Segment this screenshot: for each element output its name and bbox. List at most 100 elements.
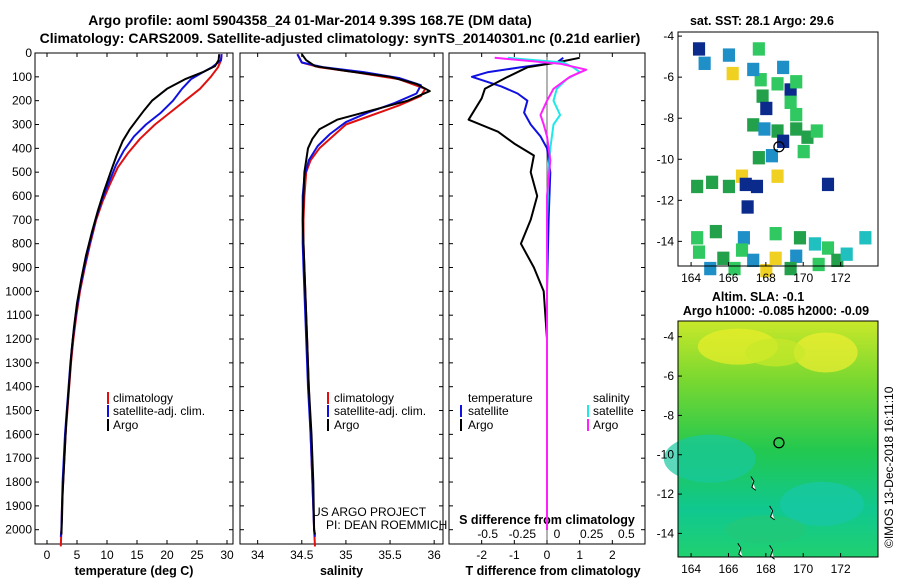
sst-cell xyxy=(821,177,835,192)
sst-cell xyxy=(750,179,764,194)
x-tick-label: 30 xyxy=(220,548,234,562)
sst-cell xyxy=(808,237,821,251)
sst-cell xyxy=(752,42,765,56)
x-top-tick-label: -0.25 xyxy=(509,527,537,541)
y-tick-label: 700 xyxy=(12,213,32,227)
sst-cell xyxy=(790,249,803,263)
y-tick-label: -6 xyxy=(663,70,674,84)
legend-label-satellite: satellite-adj. clim. xyxy=(113,404,205,418)
sst-cell xyxy=(747,253,760,268)
sst-map-title: sat. SST: 28.1 Argo: 29.6 xyxy=(690,14,834,28)
sst-cell xyxy=(771,169,784,183)
sst-cell xyxy=(812,257,825,272)
sst-cell xyxy=(735,243,749,257)
sst-cell xyxy=(769,251,782,265)
series-t-argo xyxy=(467,56,580,530)
sst-cell xyxy=(722,48,736,62)
panel-frame xyxy=(34,52,234,545)
sla-blob xyxy=(663,434,756,483)
sst-cell xyxy=(840,247,853,261)
salinity-panel: 34 34.5 35 35.5 36 salinity xyxy=(239,52,444,578)
series-satellite-adj-clim- xyxy=(296,53,422,537)
sst-cell xyxy=(801,130,814,144)
x-tick-label: 0 xyxy=(544,548,551,562)
y-tick-label: 200 xyxy=(12,94,32,108)
x-tick-label: 172 xyxy=(831,271,851,285)
sst-cell xyxy=(692,245,706,259)
sst-cell xyxy=(784,261,797,276)
float-position-marker xyxy=(773,437,785,449)
x-tick-label: 170 xyxy=(793,271,813,285)
legend-label-climatology: climatology xyxy=(113,391,173,405)
map-frame xyxy=(677,31,879,267)
y-tick-label: -4 xyxy=(663,29,674,43)
island xyxy=(769,505,775,521)
y-tick-label: 1400 xyxy=(5,380,32,394)
legend-label-t-satellite: satellite xyxy=(468,404,509,418)
sst-cell xyxy=(765,149,778,163)
series-argo xyxy=(60,54,221,535)
sla-map: 164 166 168 170 172 -4 -6 -8 -10 -12 -14 xyxy=(657,320,879,576)
x-tick-label: 20 xyxy=(160,548,174,562)
sst-cell xyxy=(752,151,765,165)
y-tick-label: 1300 xyxy=(5,356,32,370)
x-tick-label: 168 xyxy=(756,562,776,576)
y-tick-label: 1100 xyxy=(6,308,32,322)
sst-cell xyxy=(722,179,736,194)
x-tick-label: 25 xyxy=(190,548,204,562)
sst-cell xyxy=(777,134,790,148)
y-tick-label: -8 xyxy=(663,111,674,125)
x-top-tick-label: 0 xyxy=(554,527,561,541)
y-tick-label: -12 xyxy=(657,487,675,501)
sst-cell xyxy=(784,95,797,109)
x-tick-label: 36 xyxy=(427,548,441,562)
x-axis-label: T difference from climatology xyxy=(465,564,640,578)
y-tick-label: -10 xyxy=(657,152,675,166)
legend-label-satellite: satellite-adj. clim. xyxy=(334,404,426,418)
sst-cell xyxy=(704,261,717,276)
sst-cell xyxy=(691,179,704,194)
x-tick-label: 166 xyxy=(718,562,738,576)
sst-cell xyxy=(859,231,872,245)
y-tick-label: 1000 xyxy=(5,284,32,298)
sst-cell xyxy=(706,175,719,190)
x-tick-label: 166 xyxy=(718,271,738,285)
legend-label-s-satellite: satellite xyxy=(593,404,634,418)
y-tick-label: -12 xyxy=(657,193,675,207)
sst-cell xyxy=(771,77,784,91)
y-tick-label: -8 xyxy=(663,408,674,422)
y-tick-label: 1700 xyxy=(5,451,32,465)
y-tick-label: 900 xyxy=(12,261,32,275)
y-tick-label: -6 xyxy=(663,369,674,383)
sst-cell xyxy=(769,227,782,241)
sst-cell xyxy=(754,73,767,87)
sst-cell xyxy=(691,231,704,245)
sla-blob xyxy=(779,481,864,526)
x-axis-label: salinity xyxy=(320,564,363,578)
sla-map-title: Altim. SLA: -0.1 xyxy=(712,290,804,304)
x-top-tick-label: 0.25 xyxy=(580,527,604,541)
profile-panels: 0100200300400500600700800900100011001200… xyxy=(5,46,646,578)
x-top-tick-label: -0.5 xyxy=(477,527,498,541)
series-satellite-adj-clim- xyxy=(59,54,223,537)
y-tick-label: 1600 xyxy=(5,427,32,441)
x-top-tick-label: 0.5 xyxy=(618,527,635,541)
sst-map: 164 166 168 170 172 -4 -6 -8 -10 -12 -14 xyxy=(657,29,879,285)
sst-cell xyxy=(793,231,807,245)
x-tick-label: 1 xyxy=(576,548,583,562)
y-tick-label: 2000 xyxy=(5,523,32,537)
sst-cell xyxy=(741,200,754,214)
legend-title-temperature: temperature xyxy=(468,391,533,405)
x-tick-label: 35.5 xyxy=(378,548,402,562)
x-tick-label: 34 xyxy=(251,548,265,562)
y-tick-label: 1900 xyxy=(5,499,32,513)
y-tick-label: -10 xyxy=(657,448,675,462)
map-frame xyxy=(677,320,879,558)
x-tick-label: 5 xyxy=(74,548,81,562)
sst-cell xyxy=(760,263,773,278)
legend-label-climatology: climatology xyxy=(334,391,394,405)
x-tick-label: 164 xyxy=(681,271,701,285)
panel-frame xyxy=(239,52,444,545)
